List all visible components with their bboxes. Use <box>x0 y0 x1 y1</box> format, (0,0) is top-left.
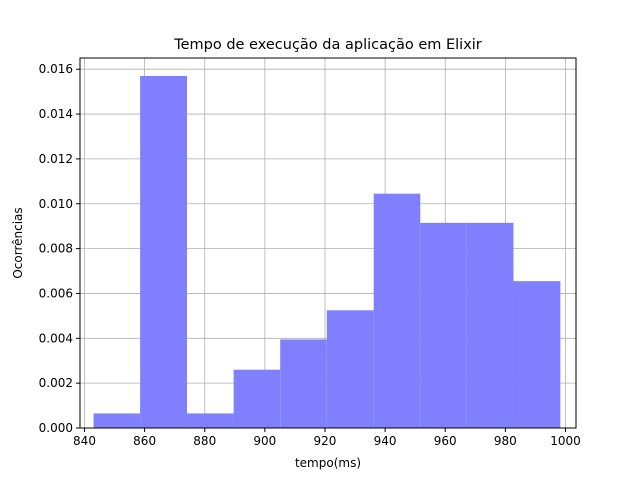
histogram-bar-9 <box>466 222 514 428</box>
x-tick-label: 900 <box>253 434 276 448</box>
histogram-bar-5 <box>280 339 327 428</box>
axis-ticks: 840 860 880 900 920 940 960 980 1000 0.000 0.002 0.… <box>39 62 581 448</box>
x-tick-label: 980 <box>494 434 517 448</box>
y-tick-label: 0.002 <box>39 376 73 390</box>
histogram-bars <box>93 75 561 428</box>
y-tick-label: 0.000 <box>39 421 73 435</box>
histogram-bar-10 <box>513 281 561 428</box>
x-tick-label: 860 <box>133 434 156 448</box>
chart-title: Tempo de execução da aplicação em Elixir <box>173 37 482 53</box>
y-tick-label: 0.006 <box>39 286 73 300</box>
histogram-bar-6 <box>326 310 374 428</box>
y-tick-label: 0.014 <box>39 107 73 121</box>
y-tick-label: 0.008 <box>39 242 73 256</box>
y-tick-label: 0.010 <box>39 197 73 211</box>
histogram-bar-8 <box>420 222 467 428</box>
x-tick-label: 1000 <box>550 434 581 448</box>
x-axis-label: tempo(ms) <box>295 456 361 470</box>
x-tick-label: 920 <box>314 434 337 448</box>
x-tick-label: 880 <box>193 434 216 448</box>
plot-frame <box>79 57 577 429</box>
x-tick-label: 960 <box>434 434 457 448</box>
histogram-bar-3 <box>187 413 234 428</box>
x-tick-label: 940 <box>374 434 397 448</box>
histogram-bar-2 <box>140 75 188 428</box>
histogram-bar-1 <box>93 413 141 428</box>
y-axis-label: Ocorrências <box>11 207 25 278</box>
histogram-bar-7 <box>373 193 421 428</box>
y-tick-label: 0.012 <box>39 152 73 166</box>
y-tick-label: 0.004 <box>39 331 73 345</box>
histogram-bar-4 <box>233 369 281 428</box>
y-tick-label: 0.016 <box>39 62 73 76</box>
x-tick-label: 840 <box>73 434 96 448</box>
